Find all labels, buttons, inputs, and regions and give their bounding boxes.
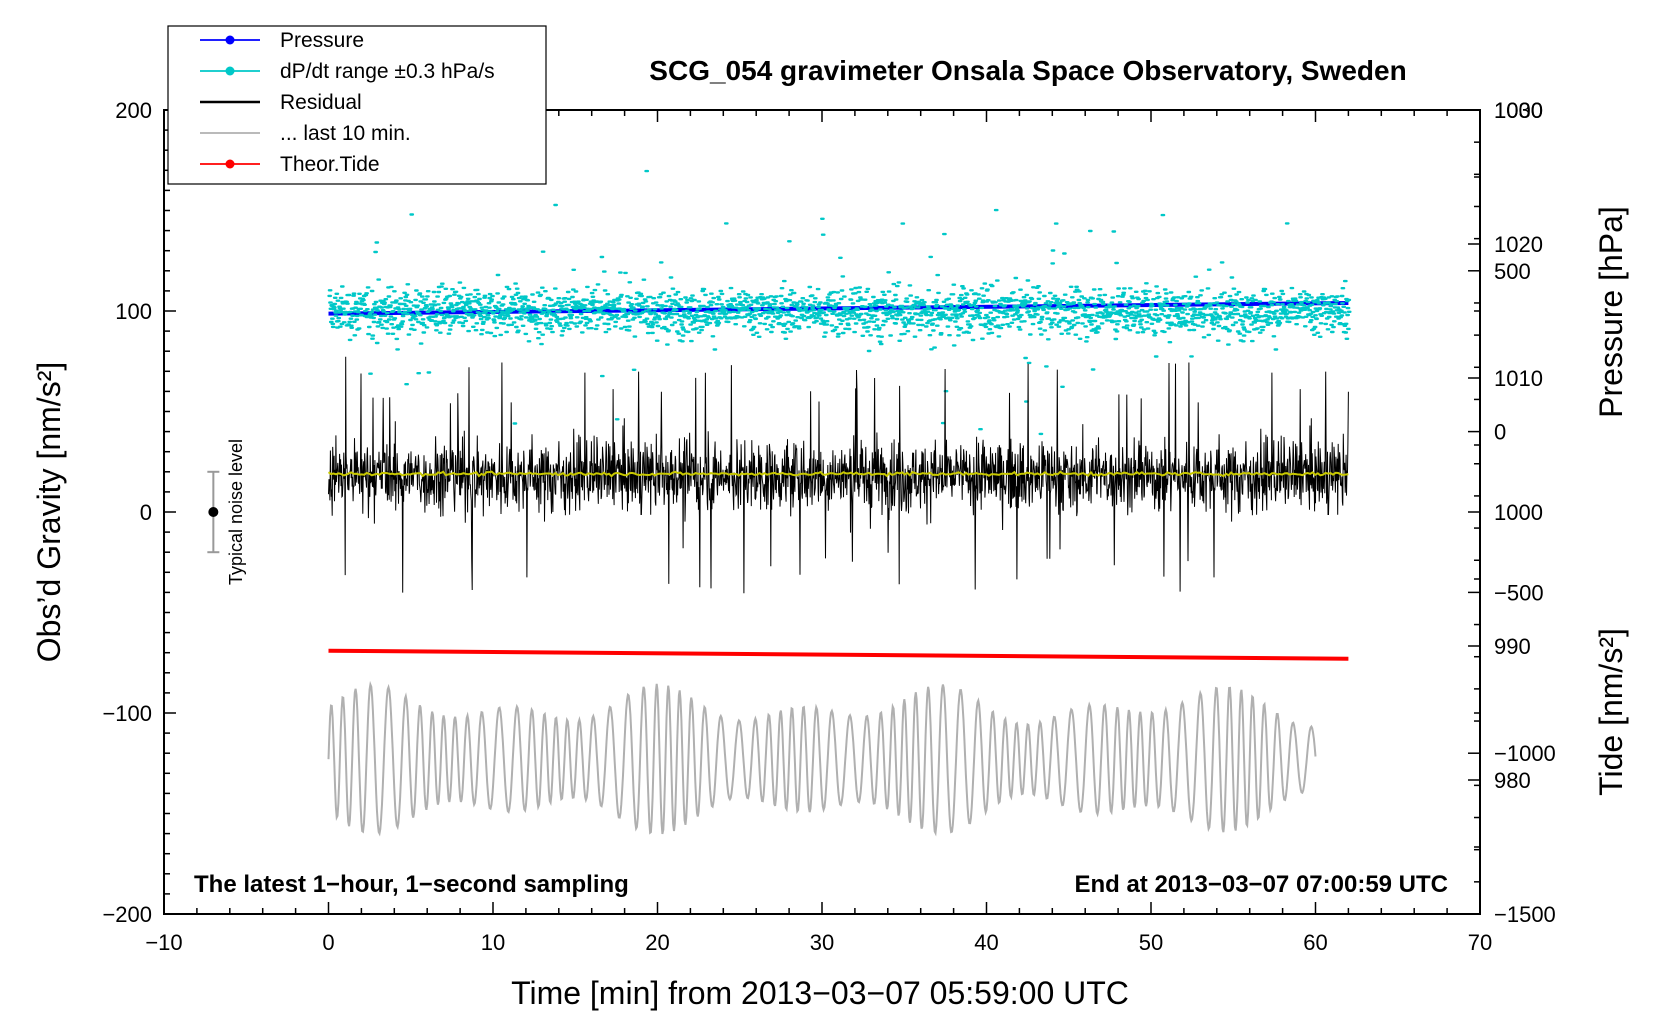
legend-label: Residual [280, 91, 362, 114]
legend-label: ... last 10 min. [280, 122, 411, 145]
theor-tide-series [328, 648, 1349, 661]
legend-marker [225, 159, 235, 169]
residual-series [328, 356, 1349, 594]
dpdt-points [327, 169, 1352, 436]
legend-box [167, 25, 547, 185]
y-pressure-tick-labels: 1030 1020 1010 1000 990 980 [1494, 98, 1543, 793]
x-axis-title: Time [min] from 2013−03−07 05:59:00 UTC [511, 975, 1129, 1011]
typical-noise-indicator [207, 470, 220, 554]
annotation-right: End at 2013−03−07 07:00:59 UTC [1074, 871, 1448, 898]
y-tide-tick-label: −500 [1494, 580, 1544, 605]
noise-bar-center [208, 507, 219, 517]
y-left-tick-label: 100 [115, 299, 152, 324]
y-left-axis-title: Obs’d Gravity [nm/s²] [31, 362, 67, 663]
x-tick-label: 60 [1303, 930, 1327, 955]
chart-title: SCG_054 gravimeter Onsala Space Observat… [649, 55, 1406, 86]
legend-marker [225, 35, 235, 45]
dpdt-series [327, 169, 1352, 436]
y-pressure-tick-label: 1000 [1494, 500, 1543, 525]
theor-tide-line [328, 648, 1349, 661]
x-tick-label: 70 [1468, 930, 1492, 955]
x-tick-label: 40 [974, 930, 998, 955]
x-tick-label: −10 [145, 930, 182, 955]
y-left-tick-label: −100 [102, 701, 152, 726]
residual-line [328, 356, 1349, 594]
legend-label: Theor.Tide [280, 153, 380, 176]
x-tick-label: 10 [481, 930, 505, 955]
y-pressure-tick-label: 990 [1494, 634, 1531, 659]
legend-marker [225, 66, 235, 76]
y-tide-tick-label: 500 [1494, 259, 1531, 284]
x-tick-label: 20 [645, 930, 669, 955]
x-tick-label: 0 [322, 930, 334, 955]
y-pressure-tick-label: 1020 [1494, 232, 1543, 257]
y-tide-tick-label: 1000 [1494, 98, 1543, 123]
y-left-tick-label: −200 [102, 902, 152, 927]
x-tick-label: 30 [810, 930, 834, 955]
y-left-tick-label: 200 [115, 98, 152, 123]
legend-label: dP/dt range ±0.3 hPa/s [280, 60, 495, 83]
y-tide-tick-label: −1000 [1494, 741, 1556, 766]
y-pressure-tick-label: 1010 [1494, 366, 1543, 391]
x-tick-labels: −10 0 10 20 30 40 50 60 70 [145, 930, 1492, 955]
y-tide-tick-labels: 1000 500 0 −500 −1000 −1500 [1494, 98, 1556, 927]
y-left-tick-labels: 200 100 0 −100 −200 [102, 98, 152, 927]
y-pressure-tick-label: 1030 [1494, 98, 1543, 123]
y-tide-tick-label: 0 [1494, 420, 1506, 445]
annotation-left: The latest 1−hour, 1−second sampling [194, 871, 629, 898]
y-tide-tick-label: −1500 [1494, 902, 1556, 927]
y-pressure-tick-label: 980 [1494, 768, 1531, 793]
last-10-min-line [327, 680, 1317, 837]
y-pressure-axis-title: Pressure [hPa] [1593, 206, 1629, 418]
residual-mean-line [327, 470, 1349, 478]
legend-label: Pressure [280, 29, 364, 52]
last-10-min-series [327, 680, 1317, 837]
y-tide-axis-title: Tide [nm/s²] [1593, 628, 1629, 796]
residual-mean-series [327, 470, 1349, 478]
y-left-tick-label: 0 [140, 500, 152, 525]
legend: Pressure dP/dt range ±0.3 hPa/s Residual..… [167, 25, 547, 185]
noise-label: Typical noise level [226, 439, 246, 585]
x-tick-label: 50 [1139, 930, 1163, 955]
